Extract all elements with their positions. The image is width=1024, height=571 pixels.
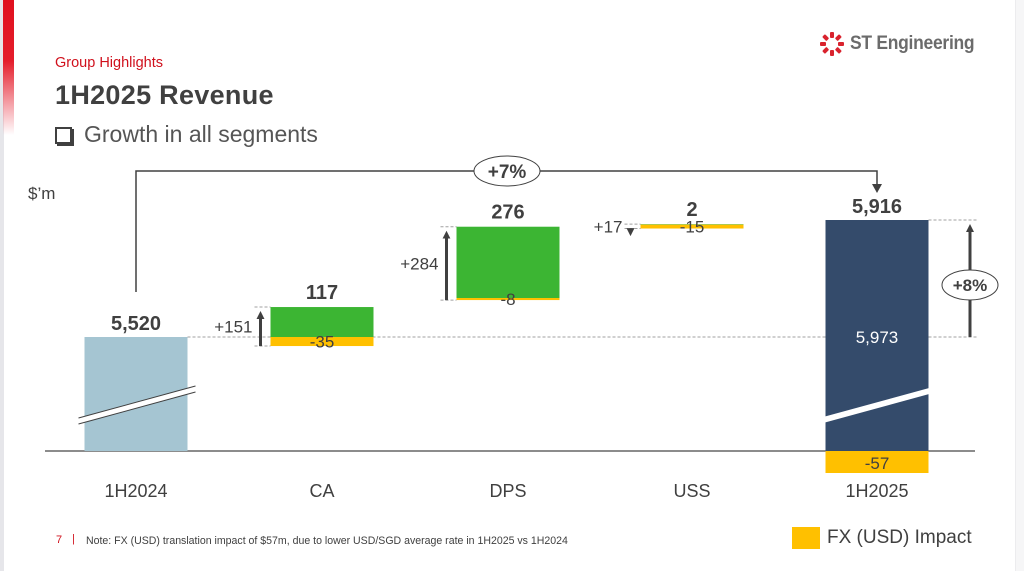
fx-label-dps: -8 [500, 290, 515, 309]
net-label-ca: 117 [306, 282, 338, 304]
st-engineering-logo-icon [820, 32, 844, 56]
organic-label-uss: +17 [594, 217, 623, 236]
footnote: Note: FX (USD) translation impact of $57… [86, 535, 568, 547]
page-number: 7 [56, 534, 63, 546]
accent-bar [3, 0, 14, 135]
checkbox-bullet-icon [55, 127, 72, 144]
section-label: Group Highlights [55, 55, 163, 71]
slide-left-edge [0, 0, 4, 571]
bar-fx-ca [270, 337, 374, 347]
page-title: 1H2025 Revenue [55, 80, 274, 110]
axis-break-line [78, 391, 196, 425]
before-fx-label-1h2025: 5,973 [856, 328, 899, 347]
organic-growth-label: +8% [953, 276, 988, 295]
bar-fx-uss [640, 224, 744, 229]
axis-break-line [78, 385, 196, 419]
x-tick-label-uss: USS [673, 481, 710, 501]
bullet-text: Growth in all segments [84, 121, 318, 147]
slide-right-edge [1015, 0, 1024, 571]
company-logo: ST Engineering [819, 31, 985, 57]
legend-label-fx: FX (USD) Impact [827, 527, 972, 548]
organic-label-ca: +151 [214, 318, 252, 337]
overall-growth-badge [473, 155, 541, 187]
bar-growth-ca [270, 307, 374, 337]
logo-text: ST Engineering [850, 33, 975, 54]
fx-label-uss: -15 [680, 218, 705, 237]
bar-fx-dps [456, 298, 560, 301]
bullet-point: Growth in all segments [55, 121, 318, 148]
fx-label-1h2025: -57 [865, 454, 890, 473]
x-tick-label-ca: CA [309, 481, 334, 501]
net-label-dps: 276 [491, 202, 524, 224]
x-tick-label-1h2024: 1H2024 [104, 481, 167, 501]
axis-break-mark [819, 386, 937, 424]
bar-growth-uss [640, 224, 744, 225]
chart-legend: FX (USD) Impact [792, 527, 972, 549]
value-label-1h2024: 5,520 [111, 313, 161, 335]
fx-label-ca: -35 [310, 333, 335, 352]
legend-swatch-fx [792, 527, 820, 549]
x-tick-label-1h2025: 1H2025 [845, 481, 908, 501]
x-tick-label-dps: DPS [489, 481, 526, 501]
y-axis-unit-label: $’m [28, 184, 56, 203]
footer-separator: | [72, 533, 75, 545]
organic-label-dps: +284 [400, 254, 438, 273]
bar-growth-dps [456, 226, 560, 298]
value-label-1h2025: 5,916 [852, 196, 902, 218]
bar-fx-1h2025 [825, 451, 929, 473]
organic-growth-badge [941, 269, 999, 301]
axis-break-mark [78, 386, 196, 424]
net-label-uss: 2 [686, 199, 697, 221]
bracket-arrowhead-icon [872, 184, 882, 193]
overall-growth-label: +7% [488, 162, 527, 183]
